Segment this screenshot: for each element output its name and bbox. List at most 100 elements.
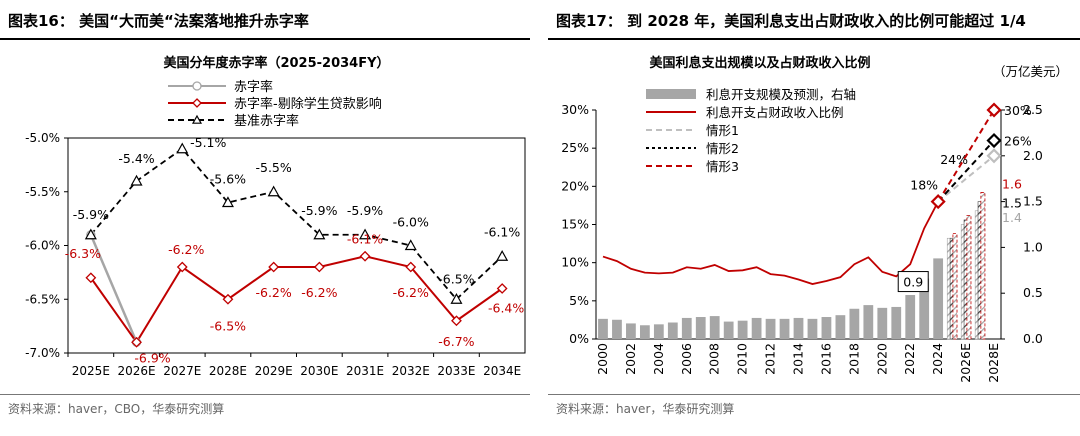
interest-expense-bar [681,317,692,339]
right-y-tick-label: 2.5 [1023,102,1043,117]
scenario2-bar-label: 1.5 [1002,196,1022,211]
x-tick-label: 2031E [346,364,384,378]
x-tick-label: 2029E [255,364,293,378]
legend-swatch-bars [646,89,696,99]
interest-expense-bar [807,318,818,339]
left-y-tick-label: 10% [561,255,589,270]
x-tick-label: 2028E [986,343,1001,383]
left-y-tick-label: 20% [561,178,589,193]
deficit-ex-loans-data-label: -6.2% [301,285,337,300]
scenario3-ratio-label: 30% [1004,103,1032,118]
left-y-tick-label: 0% [569,331,589,346]
baseline-data-label: -6.0% [393,215,429,230]
baseline-point [176,142,189,154]
bar-2024-label: 0.9 [903,275,923,290]
x-tick-label: 2034E [483,364,521,378]
x-tick-label: 2025E [72,364,110,378]
interest-expense-bar [877,307,888,339]
deficit-ex-loans-point [405,261,417,273]
legend-label: 赤字率 [234,79,273,95]
x-tick-label: 2012 [763,343,778,375]
x-tick-label: 2016 [818,343,833,375]
series-line-deficit [89,234,138,343]
right-y-tick-label: 0.5 [1023,285,1043,300]
x-tick-label: 2033E [437,364,475,378]
deficit-ex-loans-data-label: -6.2% [393,285,429,300]
y-tick-label: -5.0% [25,131,60,145]
scenario-ratio-line [937,155,995,203]
interest-expense-bar [765,318,776,339]
interest-expense-bar [793,317,804,339]
ratio-2024-label: 18% [910,178,938,193]
left-y-tick-label: 15% [561,217,589,232]
scenario3-bar-label: 1.6 [1002,176,1022,191]
series-line-deficit-ex-student-loans [90,255,503,345]
interest-expense-bar [709,316,720,339]
title-rule [548,38,1080,40]
right-y-tick-label: 0.0 [1023,331,1043,346]
interest-expense-bar [849,308,860,339]
right-figure-panel: 图表17： 到 2028 年，美国利息支出占财政收入的比例可能超过 1/4 美国… [548,0,1080,436]
baseline-data-label: -5.6% [210,172,246,187]
deficit-ex-loans-point [313,261,325,273]
figure-title: 图表16： 美国“大而美“法案落地推升赤字率 [8,12,309,30]
bar-2024-label-box [897,271,929,293]
deficit-ex-loans-point [222,293,234,305]
ratio-2024-marker [930,194,946,210]
interest-expense-bar [891,306,902,339]
scenario1-ratio-label: 24% [940,152,968,167]
scenario-ratio-line [937,109,995,203]
figure-title: 图表17： 到 2028 年，美国利息支出占财政收入的比例可能超过 1/4 [556,12,1026,30]
legend-label: 利息开支规模及预测，右轴 [706,87,856,102]
deficit-ex-loans-data-label: -6.2% [168,242,204,257]
y-tick-label: -7.0% [25,346,60,360]
right-y-tick-label: 2.0 [1023,148,1043,163]
baseline-data-label: -5.4% [118,151,154,166]
x-tick-label: 2026E [958,343,973,383]
interest-expense-bar [751,317,762,339]
deficit-ex-loans-data-label: -6.3% [65,246,101,261]
deficit-ex-loans-data-label: -6.4% [488,301,524,316]
baseline-point [450,293,463,304]
baseline-point [221,196,234,208]
scenario1-2028-marker [986,148,1002,164]
deficit-ex-loans-data-label: -6.1% [347,231,383,246]
legend-label: 利息开支占财政收入比例 [706,105,844,120]
unit-label: （万亿美元） [993,64,1068,79]
x-tick-label: 2024 [930,343,945,375]
interest-expense-bar [653,324,664,339]
baseline-point [84,228,97,240]
interest-expense-bar [821,317,832,339]
deficit-ex-loans-point [359,250,371,262]
x-tick-label: 2010 [735,343,750,375]
y-tick-label: -6.5% [25,292,60,306]
interest-expense-bar [667,322,678,339]
interest-expense-bar [695,317,706,339]
source-note: 资料来源：haver，CBO，华泰研究测算 [8,402,225,416]
x-tick-label: 2004 [651,343,666,375]
legend-label: 情形3 [706,159,739,174]
baseline-point [313,228,326,240]
interest-expense-bar [835,315,846,339]
deficit-ex-loans-data-label: -6.7% [438,334,474,349]
interest-expense-bar [723,321,734,339]
baseline-data-label: -5.9% [347,203,383,218]
baseline-point [267,185,280,197]
legend-label: 基准赤字率 [234,113,299,129]
left-y-tick-label: 25% [561,140,589,155]
source-rule [548,394,1080,395]
x-tick-label: 2032E [392,364,430,378]
deficit-ex-loans-point [268,261,280,273]
right-y-tick-label: 1.5 [1023,194,1043,209]
left-y-tick-label: 5% [569,293,589,308]
x-tick-label: 2002 [623,343,638,375]
interest-expense-bar [639,325,650,339]
scenario2-ratio-label: 26% [1004,134,1032,149]
x-tick-label: 2028E [209,364,247,378]
deficit-ex-loans-data-label: -6.9% [134,350,170,365]
deficit-ex-loans-data-label: -6.2% [256,285,292,300]
x-tick-label: 2030E [300,364,338,378]
source-note: 资料来源：haver，华泰研究测算 [556,402,735,416]
scenario3-bar [980,192,986,340]
left-figure-panel: 图表16： 美国“大而美“法案落地推升赤字率 美国分年度赤字率（2025-203… [0,0,530,436]
